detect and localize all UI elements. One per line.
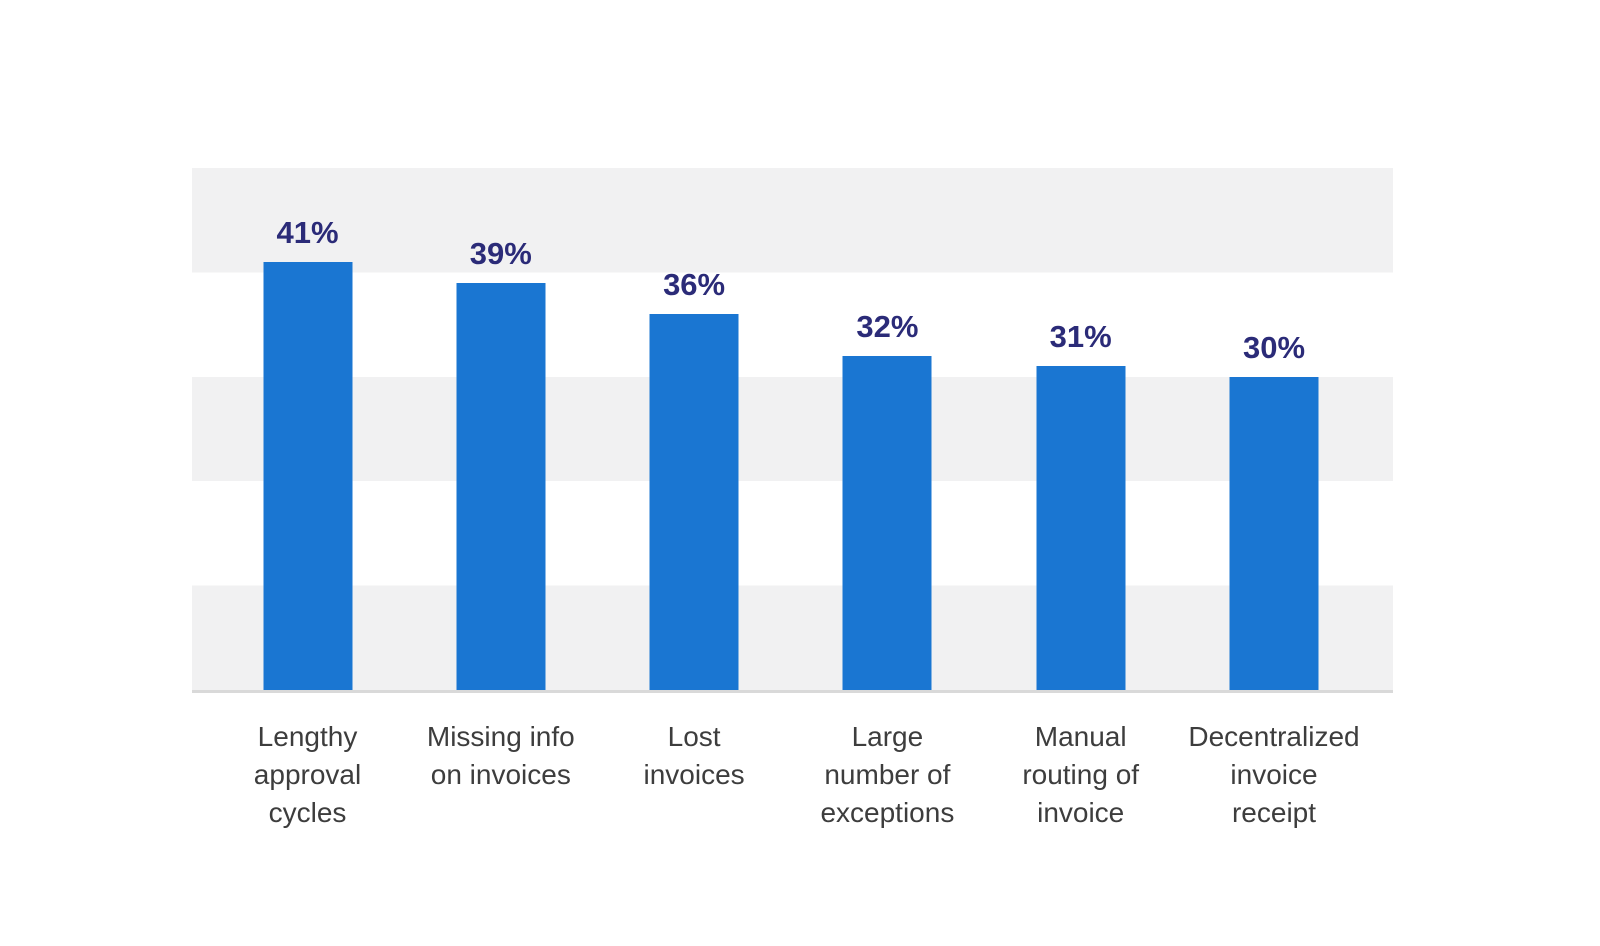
category-label-line: receipt [1231,797,1317,828]
category-label-line: Lengthy [257,721,358,752]
category-label: Manual routing of invoice [966,718,1196,832]
x-axis-labels: Lengthy approval cycles Missing info on invo… [0,718,1600,848]
bar [1036,366,1126,690]
bar-value-label: 32% [856,308,919,344]
plot-area: 41% 39% 36% 32% 31% 30% [192,168,1393,690]
category-label: Missing info on invoices [386,718,616,794]
bar-value-label: 31% [1049,319,1112,355]
category-label-line: approval [253,759,362,790]
bar-value-label: 41% [276,214,339,250]
category-label-line: Lost [667,721,721,752]
bar [456,282,546,690]
category-label-line: Manual [1034,721,1127,752]
category-label-line: invoice [1037,797,1125,828]
bar-value-label: 39% [469,235,532,271]
category-label-line: number of [824,759,951,790]
bar [842,355,932,690]
category-label-line: invoices [643,759,745,790]
bar [1229,376,1319,690]
category-label-line: routing of [1022,759,1140,790]
bar-value-label: 36% [663,267,726,303]
category-label-line: invoice [1230,759,1318,790]
category-label: Large number of exceptions [772,718,1002,832]
category-label: Decentralized invoice receipt [1159,718,1389,832]
category-label-line: Decentralized [1188,721,1360,752]
category-label-line: cycles [268,797,347,828]
bar-value-label: 30% [1242,329,1306,365]
category-label: Lost invoices [579,718,809,794]
bar [649,314,739,690]
category-label-line: Missing info [426,721,575,752]
bar [263,261,352,690]
category-label-line: Large [851,721,924,752]
x-axis-line [192,690,1393,693]
category-label: Lengthy approval cycles [193,718,423,832]
category-label-line: on invoices [430,759,571,790]
category-label-line: exceptions [820,797,955,828]
